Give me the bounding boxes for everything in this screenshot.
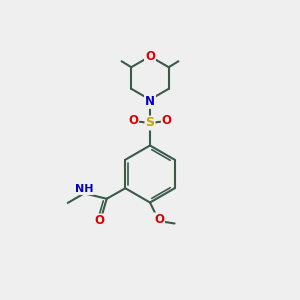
Text: O: O xyxy=(162,114,172,127)
Text: S: S xyxy=(146,116,154,130)
Text: O: O xyxy=(145,50,155,63)
Text: O: O xyxy=(128,114,138,127)
Text: N: N xyxy=(145,95,155,108)
Text: O: O xyxy=(154,213,164,226)
Text: NH: NH xyxy=(75,184,94,194)
Text: O: O xyxy=(94,214,104,227)
